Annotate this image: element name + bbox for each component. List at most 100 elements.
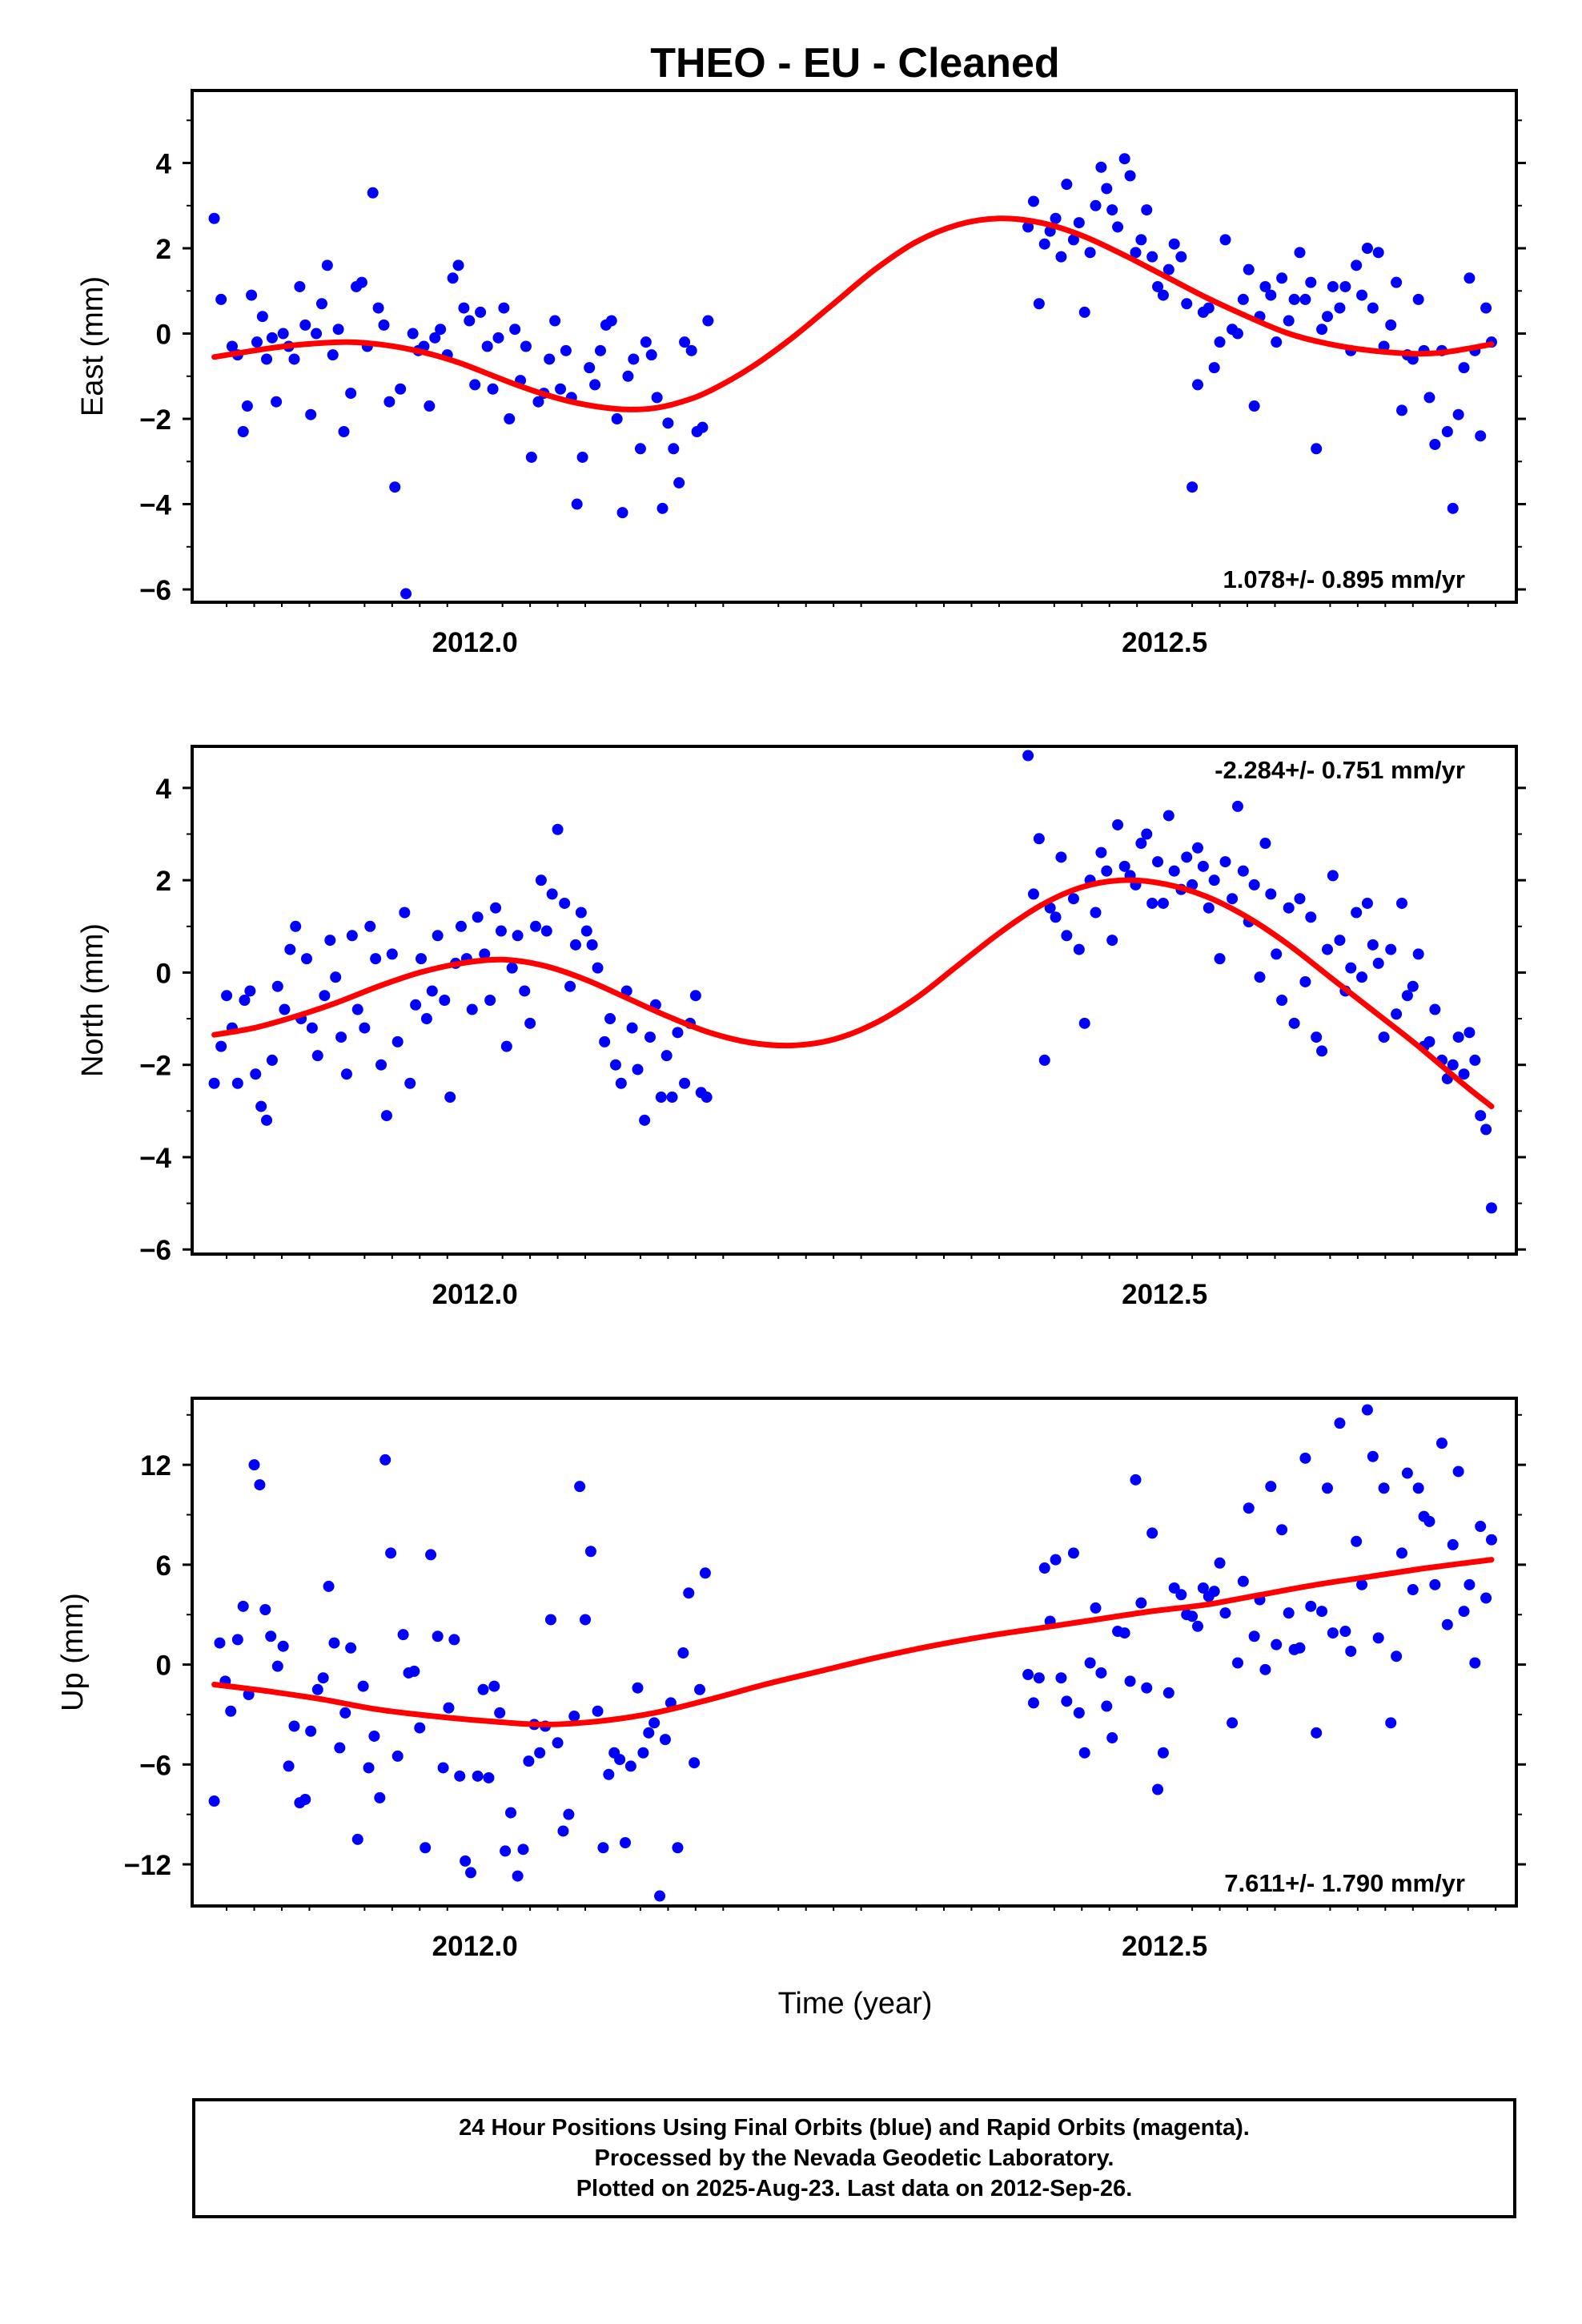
- east-data-point: [208, 212, 220, 224]
- footer-line-3: Plotted on 2025-Aug-23. Last data on 201…: [576, 2176, 1133, 2201]
- north-plot-frame: [191, 745, 1518, 1256]
- north-data-point: [1112, 818, 1124, 830]
- east-ytick-label: 2: [156, 234, 171, 265]
- east-data-point: [1050, 212, 1062, 224]
- up-data-point: [1441, 1618, 1453, 1630]
- up-data-point: [374, 1791, 386, 1803]
- north-data-point: [1162, 810, 1174, 822]
- east-data-point: [1271, 336, 1283, 348]
- x-axis-label: Time (year): [778, 1987, 933, 2020]
- north-data-point: [1311, 1031, 1323, 1043]
- up-data-point: [1055, 1672, 1067, 1684]
- east-data-point: [271, 396, 283, 408]
- north-data-point: [284, 943, 296, 955]
- panels-container: −6 −4 −2 0 2 4 2012.0 2012.5 East (mm) 1.078+/- 0…: [56, 89, 1526, 1962]
- up-data-point: [1214, 1557, 1226, 1569]
- footer-line-1: 24 Hour Positions Using Final Orbits (bl…: [459, 2115, 1250, 2141]
- east-data-point: [1294, 247, 1306, 259]
- east-data-point: [628, 353, 640, 365]
- up-data-point: [500, 1845, 512, 1857]
- up-data-point: [683, 1587, 695, 1599]
- east-data-point: [1356, 289, 1368, 301]
- north-data-point: [524, 1017, 536, 1029]
- east-data-point: [429, 332, 441, 344]
- east-data-point: [1423, 392, 1435, 404]
- up-data-point: [1372, 1632, 1384, 1644]
- up-data-point: [1294, 1642, 1306, 1654]
- north-xtick-label: 2012.0: [432, 1279, 518, 1310]
- north-data-point: [432, 930, 444, 942]
- chart-title: THEO - EU - Cleaned: [650, 40, 1059, 86]
- east-data-point: [395, 383, 407, 395]
- north-data-point: [319, 990, 331, 1002]
- east-data-point: [1152, 280, 1164, 292]
- up-data-point: [1208, 1586, 1220, 1598]
- up-data-point: [339, 1707, 351, 1719]
- north-data-point: [472, 911, 484, 923]
- up-data-point: [1259, 1663, 1271, 1675]
- north-ytick-label: 0: [156, 958, 171, 989]
- east-data-point: [1090, 199, 1102, 211]
- north-data-point: [231, 1077, 243, 1089]
- up-data-point: [408, 1665, 420, 1677]
- north-data-point: [255, 1100, 267, 1112]
- up-data-point: [208, 1795, 220, 1807]
- east-ytick-label: 0: [156, 320, 171, 351]
- up-data-point: [345, 1642, 357, 1654]
- up-xtick-label: 2012.0: [432, 1931, 518, 1962]
- north-data-point: [1458, 1068, 1470, 1080]
- up-data-point: [311, 1683, 323, 1695]
- east-data-point: [481, 340, 493, 352]
- north-ytick-label: 2: [156, 866, 171, 897]
- up-data-point: [1141, 1682, 1153, 1694]
- north-data-point: [1294, 893, 1306, 905]
- east-data-point: [251, 336, 263, 348]
- up-fit-curve: [211, 1557, 1495, 1727]
- east-data-point: [1243, 263, 1255, 275]
- up-data-point: [1447, 1538, 1459, 1550]
- east-data-point: [532, 396, 544, 408]
- north-data-point: [666, 1092, 678, 1104]
- up-data-point: [1106, 1732, 1118, 1744]
- up-data-point: [334, 1742, 346, 1754]
- north-data-point: [632, 1063, 644, 1076]
- north-data-point: [420, 1013, 432, 1025]
- up-ytick-label: 0: [156, 1651, 171, 1682]
- up-data-point: [1135, 1597, 1147, 1609]
- north-data-point: [599, 1035, 611, 1047]
- east-data-point: [1186, 481, 1199, 493]
- east-data-point: [311, 328, 323, 340]
- north-data-point: [444, 1092, 456, 1104]
- north-data-point: [1345, 962, 1357, 974]
- east-data-point: [1276, 272, 1288, 284]
- up-data-point: [328, 1637, 340, 1649]
- north-data-point: [672, 1027, 684, 1039]
- up-data-point: [1407, 1584, 1419, 1596]
- east-data-point: [1339, 280, 1351, 292]
- north-data-point: [484, 995, 496, 1006]
- north-data-point: [1391, 1008, 1403, 1020]
- up-data-point: [648, 1717, 661, 1729]
- up-data-point: [1469, 1657, 1481, 1669]
- up-data-point: [1458, 1606, 1470, 1618]
- north-ytick-label: −2: [139, 1051, 171, 1082]
- north-data-point: [1485, 1202, 1497, 1214]
- east-data-point: [261, 353, 273, 365]
- east-data-point: [1141, 204, 1153, 216]
- east-data-point: [673, 476, 685, 489]
- east-fit-curve: [211, 215, 1495, 412]
- east-data-point: [389, 481, 401, 493]
- up-data-point: [231, 1634, 243, 1646]
- east-data-point: [1288, 293, 1300, 305]
- up-data-point: [368, 1730, 380, 1742]
- east-data-point: [645, 349, 657, 361]
- up-data-point: [672, 1842, 684, 1854]
- up-data-point: [1090, 1602, 1102, 1614]
- north-data-point: [1412, 948, 1424, 960]
- north-data-point: [375, 1059, 387, 1071]
- up-data-point: [494, 1707, 506, 1719]
- north-data-point: [530, 920, 542, 932]
- north-data-point: [564, 980, 576, 992]
- north-data-point: [1237, 865, 1249, 877]
- up-data-point: [214, 1637, 226, 1649]
